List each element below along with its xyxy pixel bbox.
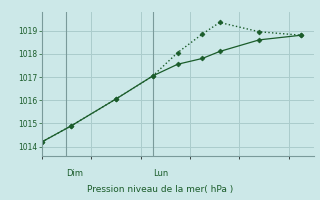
Text: Lun: Lun [153,169,168,178]
Text: Dim: Dim [66,169,83,178]
Text: Pression niveau de la mer( hPa ): Pression niveau de la mer( hPa ) [87,185,233,194]
